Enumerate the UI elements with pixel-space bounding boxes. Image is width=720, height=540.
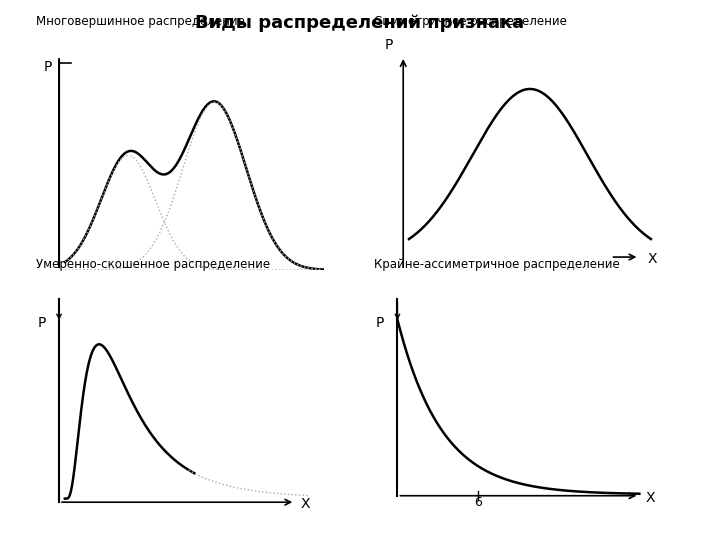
Text: Многовершинное распределение: Многовершинное распределение [36,15,245,28]
Text: Р: Р [376,316,384,330]
Text: Х: Х [301,497,310,511]
Text: Р: Р [384,38,393,52]
Text: Умеренно-скошенное распределение: Умеренно-скошенное распределение [36,258,270,271]
Text: Виды распределений признака: Виды распределений признака [195,14,525,31]
Text: Р: Р [43,60,52,75]
Text: Р: Р [37,316,46,330]
Text: Х: Х [645,491,654,505]
Text: 6: 6 [474,496,482,509]
Text: Крайне-ассиметричное распределение: Крайне-ассиметричное распределение [374,258,620,271]
Text: Симметричное распределение: Симметричное распределение [374,15,567,28]
Text: Х: Х [648,252,657,266]
